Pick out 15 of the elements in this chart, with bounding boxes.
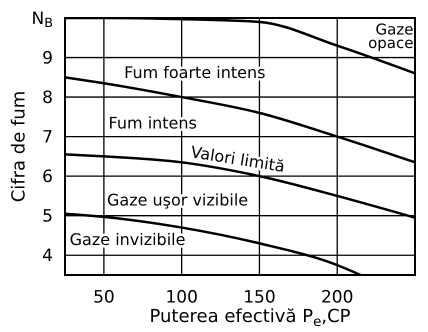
y-tick-label: 7 bbox=[42, 128, 53, 148]
x-tick-label: 150 bbox=[243, 288, 276, 308]
y-tick-label: 8 bbox=[42, 88, 53, 108]
x-tick-label: 50 bbox=[93, 288, 115, 308]
y-tick-label: 6 bbox=[42, 167, 53, 188]
y-tick-label: 4 bbox=[42, 246, 53, 266]
annotation: Valori limită bbox=[190, 142, 286, 176]
x-tick-label: 100 bbox=[165, 288, 198, 308]
x-axis-title: Puterea efectivă P$_{e}$,CP bbox=[149, 306, 351, 330]
y-tick-label: 9 bbox=[42, 48, 53, 68]
y-tick-label: N$_{B}$ bbox=[32, 8, 53, 32]
y-tick-label: 5 bbox=[42, 206, 53, 227]
y-axis-title: Cifra de fum bbox=[8, 90, 30, 202]
annotation: Gaze opace bbox=[368, 20, 414, 52]
x-tick-label: 200 bbox=[320, 288, 354, 308]
